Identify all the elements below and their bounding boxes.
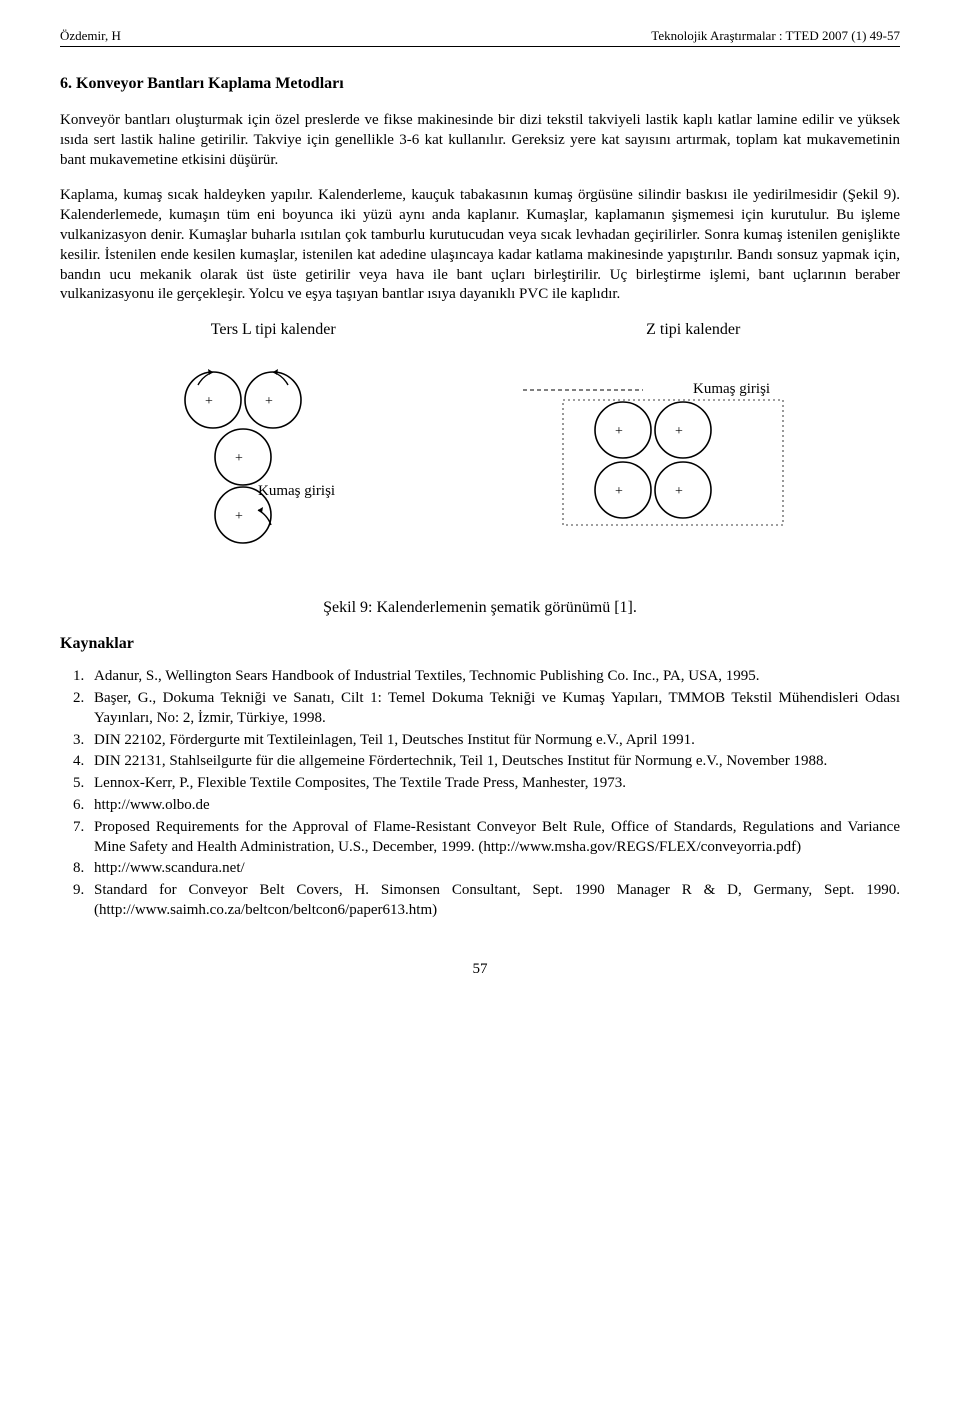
section-title: 6. Konveyor Bantları Kaplama Metodları [60,75,900,93]
figure-left-container: + + + + Kumaş girişi [60,345,446,575]
svg-text:+: + [675,424,683,439]
reference-item: http://www.scandura.net/ [88,859,900,879]
reference-item: DIN 22102, Fördergurte mit Textileinlage… [88,731,900,751]
figure-label-left: Ters L tipi kalender [60,321,446,339]
reference-item: Proposed Requirements for the Approval o… [88,818,900,858]
svg-text:Kumaş girişi: Kumaş girişi [693,381,770,397]
z-kalender-diagram: + + + + Kumaş girişi [523,345,823,535]
figure-svgs: + + + + Kumaş girişi + + + + Kumaş girişi [60,345,900,575]
ters-l-kalender-diagram: + + + + Kumaş girişi [143,345,363,575]
reference-item: Lennox-Kerr, P., Flexible Textile Compos… [88,774,900,794]
svg-text:+: + [205,394,213,409]
svg-text:+: + [235,451,243,466]
svg-text:+: + [615,484,623,499]
running-header: Özdemir, H Teknolojik Araştırmalar : TTE… [60,28,900,46]
header-rule [60,46,900,47]
figure-label-right: Z tipi kalender [446,321,900,339]
header-left: Özdemir, H [60,28,121,44]
figure-right-container: + + + + Kumaş girişi [446,345,900,535]
reference-item: Adanur, S., Wellington Sears Handbook of… [88,667,900,687]
svg-text:+: + [675,484,683,499]
svg-text:+: + [265,394,273,409]
paragraph-1: Konveyör bantları oluşturmak için özel p… [60,111,900,170]
svg-text:+: + [235,509,243,524]
reference-item: Standard for Conveyor Belt Covers, H. Si… [88,881,900,921]
page-number: 57 [60,961,900,978]
figure-caption: Şekil 9: Kalenderlemenin şematik görünüm… [60,599,900,617]
reference-item: DIN 22131, Stahlseilgurte für die allgem… [88,752,900,772]
header-right: Teknolojik Araştırmalar : TTED 2007 (1) … [651,28,900,44]
figure-9: Ters L tipi kalender Z tipi kalender +++… [60,321,900,617]
paragraph-2: Kaplama, kumaş sıcak haldeyken yapılır. … [60,186,900,305]
references-title: Kaynaklar [60,635,900,653]
page: Özdemir, H Teknolojik Araştırmalar : TTE… [0,0,960,1410]
references-list: Adanur, S., Wellington Sears Handbook of… [60,667,900,921]
reference-item: http://www.olbo.de [88,796,900,816]
svg-text:+: + [615,424,623,439]
figure-labels: Ters L tipi kalender Z tipi kalender [60,321,900,339]
svg-text:Kumaş girişi: Kumaş girişi [258,483,335,499]
reference-item: Başer, G., Dokuma Tekniği ve Sanatı, Cil… [88,689,900,729]
